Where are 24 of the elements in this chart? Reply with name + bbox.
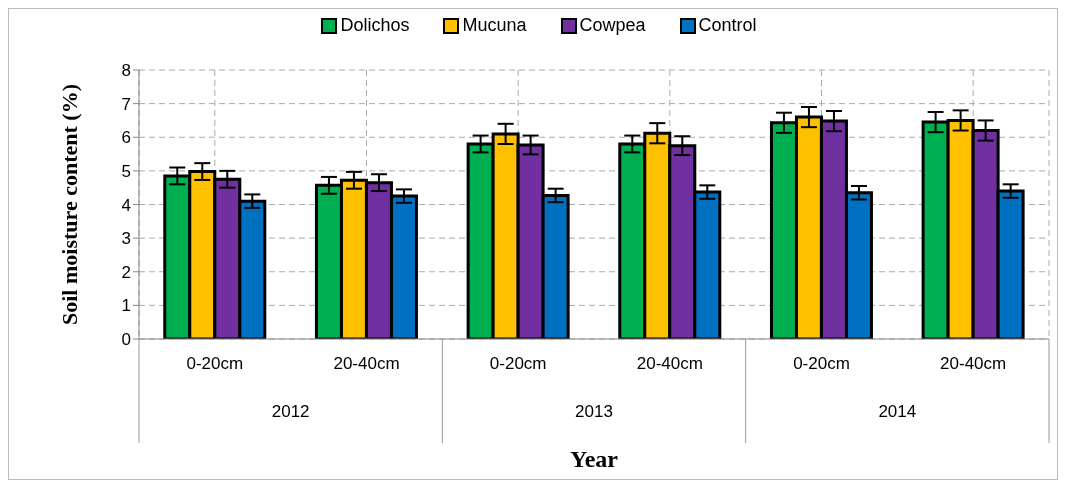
- x-tick-label: 20-40cm: [940, 354, 1007, 373]
- y-tick-label: 7: [121, 94, 131, 114]
- legend-label: Mucuna: [461, 15, 527, 36]
- y-tick-label: 4: [121, 195, 131, 215]
- x-tick-label: 0-20cm: [186, 354, 244, 373]
- y-axis-title: Soil moisture content (%): [56, 84, 82, 325]
- x-tick-label: 0-20cm: [489, 354, 547, 373]
- legend-label: Dolichos: [339, 15, 410, 36]
- y-tick-label: 6: [121, 128, 131, 148]
- y-tick-label: 5: [121, 161, 131, 181]
- text: 2014: [878, 402, 917, 421]
- text: 2012: [271, 402, 310, 421]
- legend-label: Control: [697, 15, 757, 36]
- x-tick-label: 20-40cm: [636, 354, 703, 373]
- y-tick-label: 1: [121, 296, 131, 316]
- y-tick-label: 2: [121, 262, 131, 282]
- x-tick-label: 0-20cm: [793, 354, 850, 373]
- legend-label: Cowpea: [578, 15, 646, 36]
- x-axis-title: Year: [570, 446, 619, 472]
- text: 2013: [575, 402, 613, 421]
- x-tick-label: 20-40cm: [333, 354, 400, 373]
- y-tick-label: 0: [121, 330, 131, 350]
- y-tick-label: 8: [121, 61, 131, 81]
- y-tick-label: 3: [121, 229, 131, 249]
